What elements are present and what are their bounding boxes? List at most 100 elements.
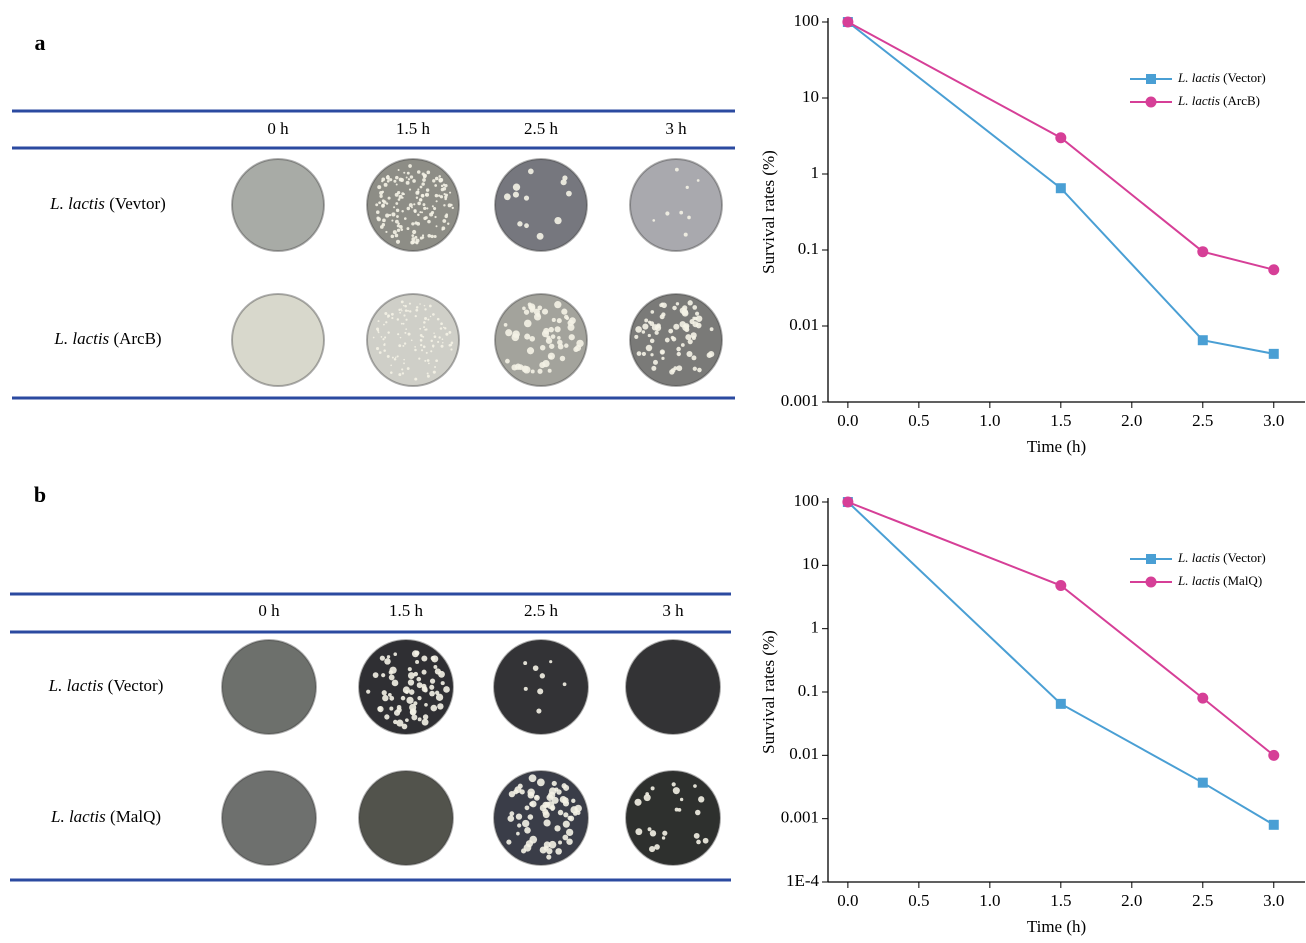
colony bbox=[385, 321, 388, 324]
colony bbox=[431, 205, 434, 208]
marker bbox=[1197, 246, 1209, 258]
colony bbox=[440, 681, 445, 686]
colony bbox=[416, 170, 421, 174]
colony bbox=[652, 359, 658, 365]
legend-marker bbox=[1146, 554, 1156, 564]
colony bbox=[403, 217, 407, 220]
colony bbox=[393, 206, 396, 209]
colony bbox=[381, 177, 386, 182]
colony bbox=[411, 206, 413, 209]
colony bbox=[431, 655, 439, 663]
colony bbox=[381, 673, 386, 678]
colony bbox=[546, 335, 551, 340]
colony bbox=[372, 672, 379, 678]
line bbox=[847, 501, 1275, 826]
colony bbox=[445, 332, 449, 336]
column-header: 3 h bbox=[665, 119, 687, 138]
panel-label: b bbox=[34, 482, 46, 507]
colony bbox=[421, 335, 423, 338]
plate-photo bbox=[625, 639, 721, 735]
colony bbox=[682, 305, 688, 311]
colony bbox=[398, 373, 402, 377]
colony bbox=[433, 665, 438, 669]
colony bbox=[422, 178, 426, 182]
colony bbox=[423, 321, 426, 324]
colony bbox=[537, 688, 544, 695]
colony bbox=[692, 366, 697, 371]
colony bbox=[411, 714, 418, 721]
colony bbox=[435, 225, 438, 228]
colony bbox=[441, 338, 444, 341]
colony bbox=[419, 303, 421, 305]
colony bbox=[416, 676, 422, 682]
colony bbox=[410, 339, 413, 342]
colony bbox=[376, 216, 380, 220]
colony bbox=[562, 834, 569, 841]
colony bbox=[403, 171, 406, 174]
colony bbox=[557, 343, 564, 350]
y-tick-label: 100 bbox=[794, 491, 820, 510]
marker bbox=[1268, 348, 1279, 359]
colony bbox=[539, 344, 546, 351]
colony bbox=[415, 308, 419, 312]
colony bbox=[661, 312, 666, 317]
colony bbox=[515, 813, 523, 820]
colony bbox=[562, 797, 569, 804]
colony bbox=[522, 365, 531, 374]
colony bbox=[542, 359, 550, 368]
colony bbox=[537, 305, 543, 311]
colony bbox=[412, 229, 417, 235]
colony bbox=[387, 314, 390, 317]
colony bbox=[421, 211, 424, 214]
colony bbox=[444, 327, 447, 330]
colony bbox=[366, 689, 371, 694]
plate-photo bbox=[493, 639, 589, 735]
plate-photo bbox=[221, 770, 317, 866]
colony bbox=[411, 237, 416, 242]
colony bbox=[423, 304, 426, 307]
colony bbox=[397, 191, 401, 195]
colony bbox=[434, 215, 437, 219]
colony bbox=[424, 702, 428, 707]
legend-marker bbox=[1145, 96, 1157, 108]
column-header: 2.5 h bbox=[524, 119, 559, 138]
colony bbox=[524, 827, 531, 834]
colony bbox=[406, 696, 414, 704]
colony bbox=[383, 349, 386, 352]
x-tick-label: 1.5 bbox=[1050, 891, 1071, 910]
colony bbox=[549, 343, 555, 349]
colony bbox=[417, 188, 420, 191]
y-axis-title: Survival rates (%) bbox=[759, 630, 778, 754]
colony bbox=[451, 206, 454, 210]
y-tick-label: 0.01 bbox=[789, 315, 819, 334]
colony bbox=[548, 326, 554, 333]
plate-photo bbox=[358, 770, 454, 866]
colony bbox=[673, 323, 680, 330]
colony bbox=[566, 190, 572, 197]
colony bbox=[421, 194, 425, 197]
colony bbox=[416, 221, 421, 226]
colony bbox=[428, 304, 432, 308]
colony bbox=[676, 351, 681, 357]
colony bbox=[434, 184, 438, 187]
colony bbox=[527, 788, 535, 796]
colony bbox=[546, 854, 552, 860]
colony bbox=[403, 342, 407, 345]
marker bbox=[1197, 692, 1209, 704]
colony bbox=[523, 309, 530, 315]
colony bbox=[401, 723, 408, 730]
colony bbox=[434, 668, 441, 675]
colony bbox=[417, 695, 422, 701]
colony bbox=[397, 222, 400, 225]
colony bbox=[434, 176, 439, 181]
colony bbox=[414, 314, 417, 318]
column-header: 3 h bbox=[662, 601, 684, 620]
colony bbox=[392, 230, 397, 235]
colony bbox=[383, 182, 388, 187]
colony bbox=[449, 343, 453, 347]
colony bbox=[413, 209, 417, 213]
colony bbox=[400, 300, 404, 304]
colony bbox=[686, 350, 693, 357]
y-tick-label: 1 bbox=[811, 163, 820, 182]
